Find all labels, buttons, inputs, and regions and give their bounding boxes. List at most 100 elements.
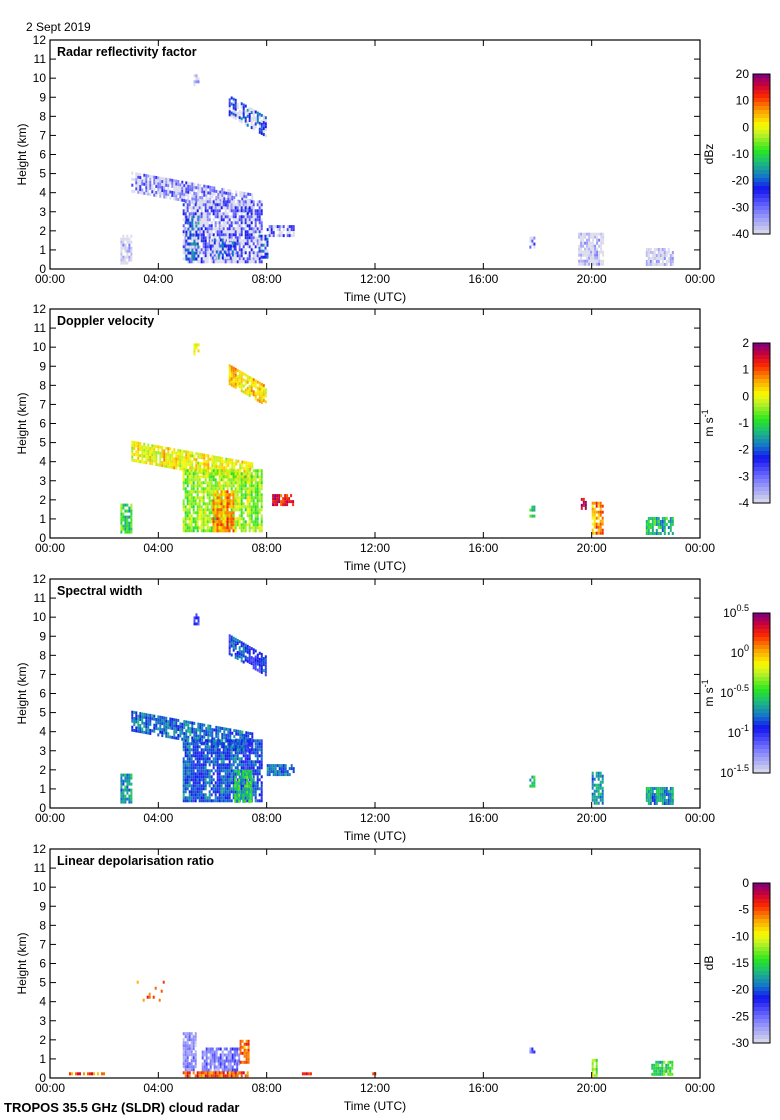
- colorbar-tick-label: 10: [736, 94, 750, 108]
- y-tick-label: 11: [34, 52, 47, 66]
- colorbar-segment: [753, 1023, 770, 1028]
- colorbar-segment: [753, 1015, 770, 1020]
- colorbar-tick-label: 0: [742, 389, 749, 403]
- panel-4: 00:00 04:00 08:00 12:00 16:00 20:00 00:0001234…: [15, 842, 771, 1113]
- colorbar-tick-label: 100.5: [723, 603, 749, 620]
- y-tick-label: 6: [39, 417, 46, 431]
- x-tick-label: 16:00: [468, 1081, 498, 1095]
- colorbar-segment: [753, 114, 770, 119]
- y-axis-label: Height (km): [15, 662, 29, 724]
- y-tick-label: 3: [39, 474, 46, 488]
- colorbar-segment: [753, 1007, 770, 1012]
- y-tick-label: 3: [39, 744, 46, 758]
- echo-feature: [645, 787, 674, 805]
- echo-feature: [209, 238, 236, 260]
- colorbar-segment: [753, 709, 770, 714]
- colorbar-segment: [753, 1003, 770, 1008]
- panel-title: Linear depolarisation ratio: [57, 854, 214, 868]
- echo-feature: [529, 775, 536, 788]
- echo-feature: [193, 343, 200, 356]
- colorbar-segment: [753, 669, 770, 674]
- colorbar-segment: [753, 479, 770, 484]
- y-tick-label: 8: [39, 109, 46, 123]
- y-tick-label: 0: [39, 262, 46, 276]
- colorbar-segment: [753, 899, 770, 904]
- colorbar-segment: [753, 198, 770, 203]
- plot-frame: [49, 308, 701, 539]
- x-axis-label: Time (UTC): [344, 290, 406, 304]
- x-tick-label: 16:00: [468, 541, 498, 555]
- colorbar-segment: [753, 122, 770, 127]
- colorbar-segment: [753, 475, 770, 480]
- colorbar-segment: [753, 463, 770, 468]
- echo-feature: [201, 1047, 236, 1072]
- colorbar-segment: [753, 106, 770, 111]
- echo-feature: [266, 764, 295, 777]
- echo-feature: [120, 773, 133, 804]
- x-tick-label: 20:00: [577, 272, 607, 286]
- y-tick-label: 9: [39, 90, 46, 104]
- colorbar-segment: [753, 959, 770, 964]
- x-tick-label: 00:00: [35, 272, 65, 286]
- colorbar-segment: [753, 423, 770, 428]
- colorbar-tick-label: -40: [732, 227, 750, 241]
- colorbar-segment: [753, 915, 770, 920]
- colorbar-segment: [753, 403, 770, 408]
- colorbar-segment: [753, 737, 770, 742]
- colorbar-segment: [753, 439, 770, 444]
- echo-feature: [136, 980, 165, 1002]
- exponent: -1: [741, 723, 749, 733]
- x-tick-label: 12:00: [360, 272, 390, 286]
- y-tick-label: 8: [39, 648, 46, 662]
- y-tick-label: 11: [34, 591, 47, 605]
- colorbar-segment: [753, 661, 770, 666]
- colorbar-segment: [753, 359, 770, 364]
- colorbar-segment: [753, 206, 770, 211]
- y-tick-label: 5: [39, 436, 46, 450]
- colorbar-tick-label: 1: [742, 363, 749, 377]
- colorbar-segment: [753, 753, 770, 758]
- x-tick-label: 16:00: [468, 272, 498, 286]
- colorbar-segment: [753, 86, 770, 91]
- echo-feature: [193, 74, 200, 87]
- colorbar-segment: [753, 363, 770, 368]
- colorbar-label: m s-1: [700, 409, 716, 436]
- colorbar-segment: [753, 645, 770, 650]
- colorbar-segment: [753, 705, 770, 710]
- colorbar-segment: [753, 883, 770, 888]
- colorbar-segment: [753, 923, 770, 928]
- echo-layer: [120, 74, 674, 266]
- echo-feature: [239, 1039, 250, 1064]
- colorbar-segment: [753, 713, 770, 718]
- colorbar-segment: [753, 919, 770, 924]
- echo-feature: [182, 1071, 249, 1078]
- colorbar-segment: [753, 451, 770, 456]
- colorbar-segment: [753, 939, 770, 944]
- colorbar-segment: [753, 230, 770, 235]
- echo-feature: [529, 236, 536, 249]
- colorbar-tick-label: 10-0.5: [720, 683, 749, 700]
- x-tick-label: 04:00: [143, 541, 173, 555]
- colorbar-segment: [753, 379, 770, 384]
- y-tick-label: 2: [39, 493, 46, 507]
- colorbar-tick-label: 100: [731, 643, 749, 660]
- y-tick-label: 1: [39, 782, 46, 796]
- colorbar-segment: [753, 717, 770, 722]
- y-tick-label: 9: [39, 899, 46, 913]
- echo-feature: [529, 505, 536, 518]
- y-tick-label: 8: [39, 918, 46, 932]
- colorbar-tick-label: -10: [732, 929, 750, 943]
- y-tick-label: 2: [39, 763, 46, 777]
- colorbar-segment: [753, 118, 770, 123]
- colorbar-segment: [753, 887, 770, 892]
- echo-feature: [258, 234, 269, 259]
- colorbar-segment: [753, 1011, 770, 1016]
- colorbar-segment: [753, 447, 770, 452]
- colorbar-segment: [753, 769, 770, 774]
- colorbar-label: m s-1: [700, 679, 716, 706]
- exponent: -1: [700, 409, 710, 417]
- colorbar-segment: [753, 931, 770, 936]
- colorbar: 100.5 100 10-0.5 10-1 10-1.5 m s-1: [700, 603, 771, 780]
- colorbar-segment: [753, 761, 770, 766]
- colorbar-segment: [753, 629, 770, 634]
